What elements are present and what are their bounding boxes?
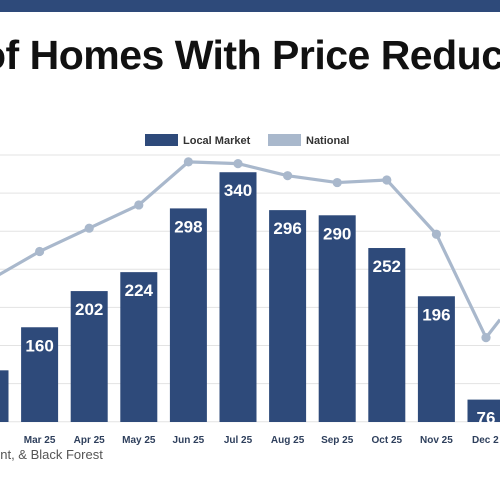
x-tick-label: Apr 25 (74, 435, 106, 446)
bar-local-market (219, 172, 257, 422)
national-point (134, 200, 144, 210)
x-tick-label: Nov 25 (420, 435, 453, 446)
national-point (183, 157, 193, 167)
source-note-text: ent, & Black Forest (0, 447, 103, 462)
x-tick-label: Oct 25 (372, 435, 403, 446)
bar-value-label: 160 (25, 336, 53, 355)
bar-value-label: 340 (224, 181, 252, 200)
bar-local-market (120, 272, 158, 422)
bar-value-label: 290 (323, 224, 351, 243)
national-point (283, 171, 293, 181)
bar-value-label: 298 (174, 217, 202, 236)
national-line (0, 160, 500, 340)
bar-local-market (269, 210, 307, 422)
bar-labels-layer: 016020222429834029629025219676 (25, 181, 496, 428)
bars-layer (0, 172, 500, 422)
source-note: ent, & Black Forest (0, 447, 500, 465)
x-tick-label: Aug 25 (271, 435, 305, 446)
legend-swatch-local-market (145, 134, 178, 146)
bar-value-label: 202 (75, 300, 103, 319)
x-tick-label: Mar 25 (24, 435, 56, 446)
legend-label-national: National (306, 135, 349, 147)
legend-swatch-national (268, 134, 301, 146)
national-point (481, 332, 491, 343)
bar-local-market (0, 370, 9, 422)
bar-value-label: 224 (125, 281, 154, 300)
bar-local-market (318, 215, 356, 422)
national-point (332, 177, 342, 188)
bar-value-label: 296 (273, 219, 301, 238)
bar-local-market (368, 248, 406, 422)
x-tick-label: Jul 25 (224, 435, 253, 446)
x-tick-label: Dec 2 (472, 435, 499, 446)
bar-local-market (70, 291, 108, 422)
bar-local-market (21, 327, 59, 422)
legend-label-local-market: Local Market (183, 135, 251, 147)
national-point (84, 223, 94, 233)
bar-local-market (467, 399, 500, 422)
national-point (431, 229, 441, 239)
national-point (382, 175, 392, 185)
bar-value-label: 196 (422, 305, 450, 324)
top-accent-bar (0, 0, 500, 12)
legend: Local Market National (145, 134, 349, 147)
x-tick-label: May 25 (122, 435, 156, 446)
bar-local-market (169, 208, 207, 422)
bar-local-market (417, 296, 455, 422)
bar-value-label: 252 (373, 257, 401, 276)
x-tick-label: Sep 25 (321, 435, 354, 446)
national-line-layer (0, 157, 500, 343)
national-point (35, 246, 45, 257)
x-tick-label: Jun 25 (173, 435, 205, 446)
chart-title-text: of Homes With Price Reduc (0, 32, 500, 78)
chart-title: of Homes With Price Reduc (0, 28, 500, 84)
bar-value-label: 76 (477, 409, 496, 428)
national-point (233, 159, 243, 169)
